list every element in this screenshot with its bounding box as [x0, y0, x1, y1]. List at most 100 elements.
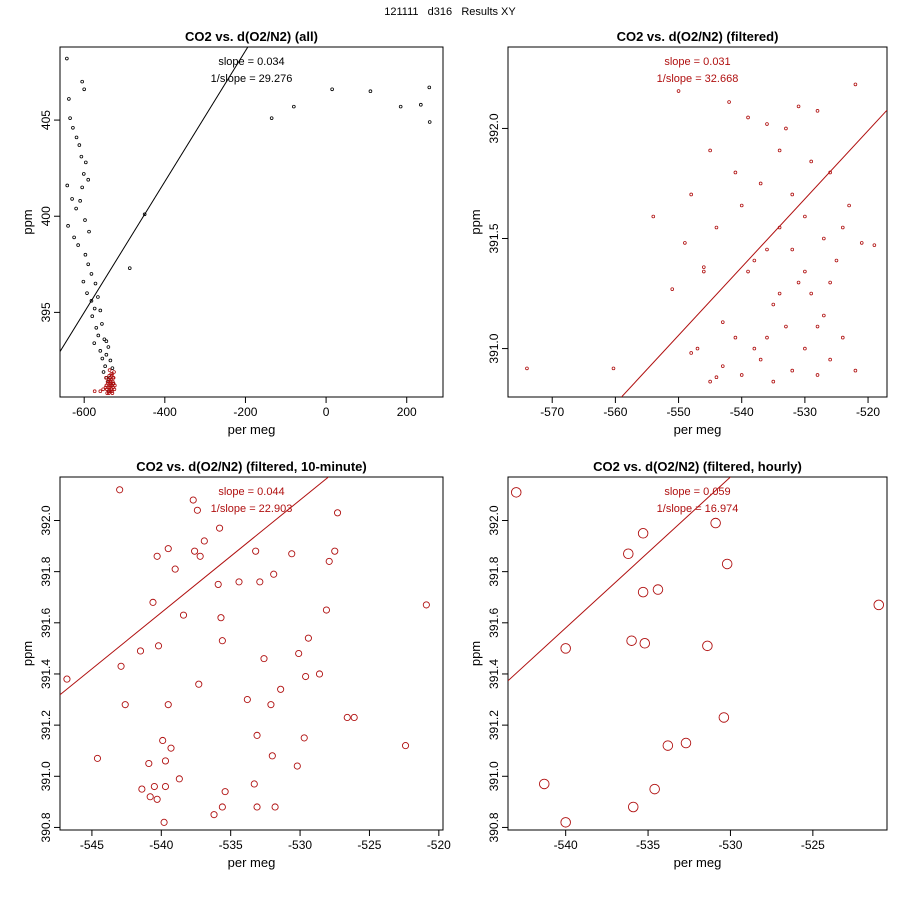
data-point [847, 203, 851, 208]
data-point [175, 775, 183, 783]
x-tick-label: -520 [856, 405, 880, 419]
data-point [250, 780, 258, 788]
data-point [560, 817, 571, 828]
x-tick-label: -535 [219, 838, 243, 852]
data-point [92, 389, 97, 394]
data-point [85, 291, 89, 295]
x-tick-label: 0 [323, 405, 330, 419]
data-point [104, 375, 108, 380]
data-point [92, 341, 97, 345]
data-point [218, 637, 226, 645]
data-point [777, 225, 782, 230]
data-point [649, 783, 660, 795]
plot-frame [507, 46, 888, 398]
plot-frame [507, 476, 888, 831]
y-tick-label: 390.8 [39, 812, 53, 842]
data-point [74, 206, 78, 211]
data-point [733, 170, 738, 175]
data-point [90, 314, 95, 319]
data-point [167, 744, 175, 752]
data-point [651, 214, 656, 219]
data-point [86, 262, 91, 267]
data-point [72, 235, 76, 240]
data-point [89, 272, 94, 276]
y-tick-label: 391.4 [39, 659, 53, 689]
data-point [302, 672, 310, 681]
x-axis-label: per meg [674, 422, 722, 437]
data-point [714, 225, 719, 230]
data-point [105, 379, 110, 384]
x-tick-label: -540 [149, 838, 173, 852]
data-layer [525, 82, 887, 397]
slope-annotation: slope = 0.034 [218, 56, 284, 68]
x-axis-label: per meg [228, 855, 276, 870]
data-point [368, 89, 373, 94]
data-point [784, 126, 788, 131]
data-point [98, 389, 103, 394]
data-point [718, 712, 730, 723]
x-tick-label: -525 [357, 838, 381, 852]
y-tick-label: 400 [39, 206, 53, 226]
data-point [670, 287, 675, 291]
data-point [422, 601, 430, 609]
x-tick-label: -530 [288, 838, 312, 852]
y-tick-label: 392.0 [39, 505, 53, 535]
data-point [815, 109, 820, 113]
x-tick-label: -530 [718, 838, 742, 852]
data-point [153, 795, 161, 803]
data-point [214, 580, 222, 588]
data-point [104, 352, 109, 357]
data-layer [60, 477, 430, 826]
slope-annotation: 1/slope = 16.974 [657, 503, 739, 515]
panel-filtered-hourly: CO2 vs. d(O2/N2) (filtered, hourly) -540 -… [468, 459, 888, 870]
data-point [627, 801, 639, 813]
data-point [164, 545, 172, 553]
data-point [771, 302, 776, 307]
data-point [65, 56, 69, 61]
x-tick-label: -400 [153, 405, 177, 419]
data-point [652, 584, 664, 595]
data-point [689, 192, 693, 197]
data-point [822, 313, 826, 318]
data-layer [508, 477, 885, 828]
data-point [70, 197, 74, 201]
data-point [733, 335, 738, 340]
data-point [683, 241, 687, 245]
y-tick-label: 391.0 [487, 761, 501, 791]
data-point [216, 524, 224, 532]
data-point [63, 675, 71, 683]
data-point [828, 357, 832, 362]
data-point [525, 366, 529, 371]
y-tick-label: 390.8 [487, 812, 501, 842]
data-point [746, 115, 750, 120]
data-point [191, 547, 199, 555]
data-point [293, 762, 301, 770]
data-point [714, 375, 719, 379]
data-point [78, 199, 82, 203]
y-tick-label: 391.0 [487, 333, 501, 363]
data-point [106, 345, 111, 349]
x-tick-label: -570 [540, 405, 564, 419]
data-point [765, 335, 769, 340]
data-point [708, 379, 712, 384]
data-point [100, 322, 104, 326]
data-point [82, 87, 86, 92]
y-tick-label: 391.2 [487, 710, 501, 740]
data-point [708, 148, 712, 153]
data-point [295, 649, 303, 658]
fit-line [620, 109, 887, 397]
data-point [758, 181, 763, 186]
data-point [235, 578, 243, 586]
data-point [71, 125, 75, 130]
data-point [873, 599, 885, 611]
data-point [419, 102, 423, 107]
data-point [253, 803, 261, 811]
data-point [109, 387, 114, 392]
data-point [74, 135, 79, 140]
data-point [94, 325, 99, 330]
x-tick-label: -550 [667, 405, 691, 419]
page-title: 121111 d316 Results XY [384, 6, 516, 18]
fit-line [508, 477, 732, 682]
data-point [809, 291, 813, 296]
fit-line [60, 477, 330, 696]
